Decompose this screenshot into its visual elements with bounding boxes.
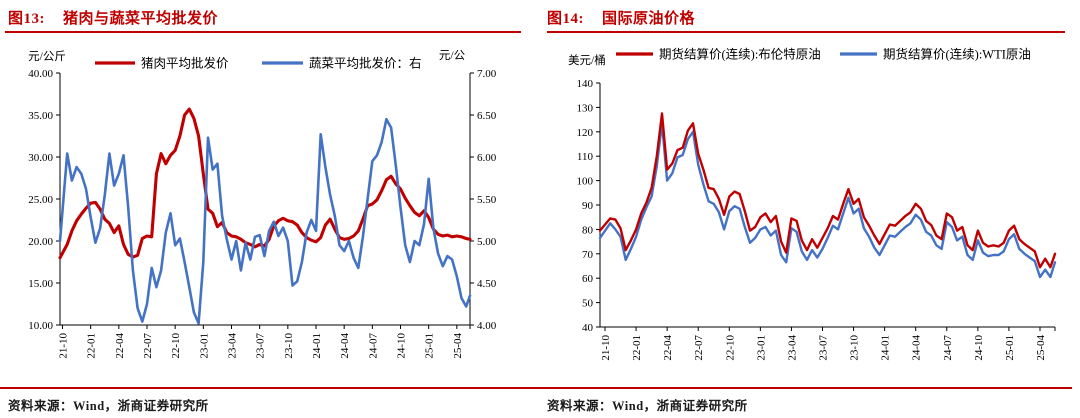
right-y-axis-tick-label: 4.00 bbox=[477, 320, 497, 332]
x-axis-tick-label: 23-07 bbox=[817, 335, 829, 361]
x-axis-tick-label: 23-10 bbox=[283, 333, 295, 359]
x-axis-tick-label: 22-01 bbox=[86, 333, 98, 359]
figure14-number-label: 图14: bbox=[547, 11, 584, 27]
legend-label: 期货结算价(连续):WTI原油 bbox=[883, 47, 1031, 62]
legend-label: 期货结算价(连续):布伦特原油 bbox=[659, 47, 821, 62]
figure14-source: 资料来源：Wind，浙商证券研究所 bbox=[547, 399, 748, 413]
x-axis-tick-label: 25-04 bbox=[452, 333, 464, 359]
x-axis-tick-label: 23-04 bbox=[227, 333, 239, 359]
right-y-axis-tick-label: 4.50 bbox=[477, 278, 497, 290]
y-axis-tick-label: 35.00 bbox=[28, 110, 53, 122]
x-axis-tick-label: 22-07 bbox=[693, 335, 705, 361]
series-line-1 bbox=[598, 122, 1057, 279]
x-axis-tick-label: 22-10 bbox=[170, 333, 182, 359]
right-axis-unit-label: 元/公 bbox=[439, 49, 466, 62]
x-axis-tick-label: 25-01 bbox=[1004, 335, 1016, 361]
y-axis-tick-label: 80 bbox=[582, 224, 594, 236]
y-axis-tick-label: 40 bbox=[582, 322, 594, 334]
figure14-title: 图14: 国际原油价格 bbox=[547, 7, 695, 28]
legend-label: 蔬菜平均批发价：右 bbox=[309, 56, 422, 71]
x-axis-tick-label: 23-01 bbox=[198, 333, 210, 359]
axis-lines bbox=[599, 83, 1055, 328]
right-y-axis-tick-label: 5.50 bbox=[477, 194, 497, 206]
axis-lines bbox=[59, 73, 470, 326]
left-axis-unit-label: 元/公斤 bbox=[28, 50, 66, 63]
y-axis-tick-label: 10.00 bbox=[28, 320, 53, 332]
x-axis-tick-label: 22-01 bbox=[631, 335, 643, 361]
figure13-title-text: 猪肉与蔬菜平均批发价 bbox=[63, 11, 219, 27]
x-axis-tick-label: 24-01 bbox=[880, 335, 892, 361]
x-axis-tick-label: 23-07 bbox=[255, 333, 267, 359]
x-axis-tick-label: 24-07 bbox=[367, 333, 379, 359]
y-axis-tick-label: 90 bbox=[582, 200, 594, 212]
x-axis-tick-label: 22-04 bbox=[662, 335, 674, 361]
y-axis-tick-label: 140 bbox=[577, 78, 594, 90]
y-axis-tick-label: 15.00 bbox=[28, 278, 53, 290]
x-axis-tick-label: 24-10 bbox=[973, 335, 985, 361]
y-axis-tick-label: 70 bbox=[582, 249, 594, 261]
right-y-axis-tick-label: 7.00 bbox=[477, 68, 497, 80]
figure14-chart: 140 130 120 110 100 90 80 70 60 50 40 21-10 22-01 22-… bbox=[568, 47, 1057, 361]
x-axis-tick-label: 24-04 bbox=[339, 333, 351, 359]
y-axis-tick-label: 120 bbox=[577, 127, 594, 139]
x-axis-tick-label: 24-10 bbox=[396, 333, 408, 359]
y-axis-tick-label: 130 bbox=[577, 102, 594, 114]
figure13-source: 资料来源：Wind，浙商证券研究所 bbox=[8, 399, 209, 413]
x-axis-tick-label: 22-04 bbox=[114, 333, 126, 359]
x-axis-tick-label: 22-07 bbox=[142, 333, 154, 359]
figure13-chart: 40.00 35.00 30.00 25.00 20.00 15.00 10.00 7.00 6… bbox=[28, 49, 497, 359]
right-y-axis-tick-label: 6.50 bbox=[477, 110, 497, 122]
x-axis-tick-label: 25-01 bbox=[424, 333, 436, 359]
figure13-title: 图13: 猪肉与蔬菜平均批发价 bbox=[8, 7, 218, 28]
figure14-title-text: 国际原油价格 bbox=[602, 11, 696, 27]
x-axis-tick-label: 23-10 bbox=[849, 335, 861, 361]
x-axis-tick-label: 22-10 bbox=[724, 335, 736, 361]
figure13-number-label: 图13: bbox=[8, 11, 45, 27]
x-axis-tick-label: 21-10 bbox=[600, 335, 612, 361]
x-axis-tick-label: 24-01 bbox=[311, 333, 323, 359]
x-axis-tick-label: 24-07 bbox=[942, 335, 954, 361]
y-axis-tick-label: 100 bbox=[577, 176, 594, 188]
y-axis-tick-label: 40.00 bbox=[28, 68, 53, 80]
legend-label: 猪肉平均批发价 bbox=[141, 56, 229, 71]
right-y-axis-tick-label: 6.00 bbox=[477, 152, 497, 164]
right-y-axis-tick-label: 5.00 bbox=[477, 236, 497, 248]
y-axis-tick-label: 20.00 bbox=[28, 236, 53, 248]
figure13-title-rule bbox=[5, 31, 521, 33]
y-axis-tick-label: 50 bbox=[582, 298, 594, 310]
x-axis-tick-label: 23-01 bbox=[755, 335, 767, 361]
series-line-1 bbox=[58, 117, 472, 325]
x-axis-tick-label: 25-04 bbox=[1035, 335, 1047, 361]
figure14-title-rule bbox=[547, 31, 1065, 33]
y-axis-tick-label: 110 bbox=[577, 151, 594, 163]
series-line-0 bbox=[58, 107, 472, 260]
y-axis-tick-label: 60 bbox=[582, 273, 594, 285]
x-axis-tick-label: 23-04 bbox=[786, 335, 798, 361]
left-axis-unit-label: 美元/桶 bbox=[568, 53, 606, 67]
footer-rule bbox=[0, 387, 1072, 389]
series-line-0 bbox=[598, 112, 1057, 269]
x-axis-tick-label: 21-10 bbox=[58, 333, 70, 359]
y-axis-tick-label: 30.00 bbox=[28, 152, 53, 164]
x-axis-tick-label: 24-04 bbox=[911, 335, 923, 361]
y-axis-tick-label: 25.00 bbox=[28, 194, 53, 206]
